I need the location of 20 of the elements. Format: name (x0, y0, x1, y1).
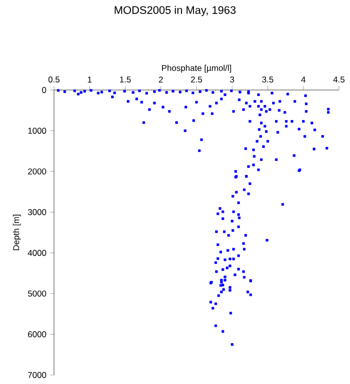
y-axis-title: Depth [m] (12, 214, 21, 250)
x-axis-title: Phosphate [µmol/l] (162, 64, 232, 73)
y-tick-label: 5000 (28, 290, 46, 297)
y-tick-label: 0 (42, 87, 46, 93)
y-tick-label: 7000 (28, 372, 46, 378)
x-tick-label: 2 (158, 76, 163, 82)
x-tick-label: 2.5 (191, 76, 202, 82)
x-tick-label: 4 (301, 76, 306, 82)
x-tick-label: 1 (88, 76, 92, 82)
y-tick-label: 3000 (28, 209, 46, 216)
x-tick-label: 3 (230, 76, 234, 82)
x-tick-label: 4.5 (333, 76, 345, 82)
x-tick-label: 1.5 (120, 76, 131, 82)
y-tick-label: 6000 (28, 331, 46, 338)
y-tick-label: 1000 (28, 128, 46, 134)
chart-title: MODS2005 in May, 1963 (114, 6, 236, 16)
x-tick-label: 3.5 (262, 76, 274, 82)
x-tick-label: 0.5 (48, 76, 60, 82)
y-tick-label: 4000 (28, 250, 46, 256)
y-tick-label: 2000 (28, 168, 46, 174)
